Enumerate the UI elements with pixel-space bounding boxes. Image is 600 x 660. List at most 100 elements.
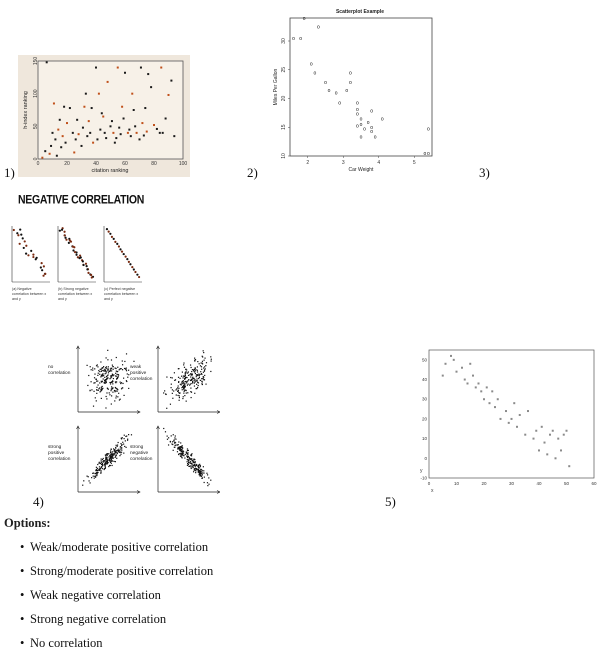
svg-text:o: o (370, 129, 373, 135)
svg-text:Miles Per Gallon: Miles Per Gallon (273, 68, 279, 105)
svg-text:o: o (381, 117, 384, 123)
svg-text:3: 3 (342, 160, 345, 166)
svg-text:o: o (360, 135, 363, 141)
svg-text:Car Weight: Car Weight (349, 167, 375, 173)
svg-text:o: o (317, 25, 320, 31)
svg-text:correlation: correlation (130, 376, 153, 382)
svg-text:weak: weak (130, 364, 142, 370)
svg-text:o: o (427, 126, 430, 132)
svg-text:o: o (370, 125, 373, 131)
svg-text:10: 10 (281, 153, 287, 159)
svg-text:o: o (335, 90, 338, 96)
svg-text:correlation: correlation (48, 370, 71, 376)
svg-text:5: 5 (413, 160, 416, 166)
svg-text:strong: strong (48, 444, 62, 450)
svg-text:o: o (328, 88, 331, 94)
figure-1-label: 1) (4, 165, 15, 180)
svg-text:o: o (313, 71, 316, 77)
svg-text:o: o (367, 120, 370, 126)
svg-text:0: 0 (428, 481, 431, 486)
svg-text:o: o (424, 151, 427, 157)
svg-text:o: o (427, 151, 430, 157)
svg-text:positive: positive (130, 370, 147, 376)
svg-text:Scatterplot Example: Scatterplot Example (336, 9, 384, 15)
svg-text:100: 100 (179, 161, 188, 167)
options-list: • Weak/moderate positive correlation • Str… (20, 540, 213, 660)
svg-text:40: 40 (422, 377, 428, 382)
svg-text:15: 15 (281, 124, 287, 130)
svg-text:x: x (431, 488, 434, 494)
option-item: • No correlation (20, 636, 103, 650)
svg-text:20: 20 (422, 416, 428, 421)
svg-text:o: o (356, 107, 359, 113)
svg-text:0: 0 (424, 456, 427, 461)
negative-correlation-title: NEGATIVE CORRELATION (18, 193, 145, 207)
option-item: • Weak/moderate positive correlation (20, 540, 209, 554)
svg-text:o: o (299, 36, 302, 42)
bullet-icon: • (20, 564, 25, 578)
svg-text:(b) Strong negative: (b) Strong negative (58, 287, 89, 291)
svg-text:4: 4 (377, 160, 380, 166)
bullet-icon: • (20, 588, 25, 602)
svg-text:h-index ranking: h-index ranking (23, 91, 29, 129)
svg-text:30: 30 (509, 481, 515, 486)
figure-3-label: 3) (479, 165, 490, 180)
bullet-icon: • (20, 636, 25, 650)
svg-text:(a) Negative: (a) Negative (12, 287, 32, 291)
figure-5: 0 10 20 30 40 50 60 -10 0 10 20 30 40 50 y x (415, 346, 600, 496)
svg-text:o: o (370, 109, 373, 115)
svg-text:2: 2 (306, 160, 309, 166)
svg-text:strong: strong (130, 444, 144, 450)
svg-text:60: 60 (591, 481, 597, 486)
svg-text:o: o (338, 101, 341, 107)
svg-text:100: 100 (33, 89, 39, 98)
svg-text:correlation between x: correlation between x (12, 292, 46, 296)
svg-text:negative: negative (130, 450, 148, 456)
svg-text:and y: and y (12, 297, 21, 301)
svg-text:correlation: correlation (48, 456, 71, 462)
options-title: Options: (4, 516, 51, 530)
svg-text:o: o (349, 71, 352, 77)
svg-text:o: o (356, 112, 359, 118)
negative-correlation-figure: (a) Negative correlation between x and y (b… (8, 222, 148, 312)
figure-1: 0 20 40 60 80 100 0 50 100 150 citation ranking h… (18, 55, 190, 177)
svg-text:correlation between x: correlation between x (58, 292, 92, 296)
svg-text:no: no (48, 365, 54, 370)
svg-text:o: o (360, 122, 363, 128)
svg-text:o: o (356, 124, 359, 130)
figure-5-label: 5) (385, 494, 396, 509)
scatter-plot-1: 0 20 40 60 80 100 0 50 100 150 citation ranking h… (18, 55, 190, 177)
bullet-icon: • (20, 540, 25, 554)
svg-text:correlation between x: correlation between x (104, 292, 138, 296)
svg-text:25: 25 (281, 67, 287, 73)
svg-text:positive: positive (48, 450, 65, 456)
svg-text:150: 150 (33, 57, 39, 66)
svg-text:60: 60 (122, 161, 128, 167)
svg-text:50: 50 (422, 357, 428, 362)
svg-text:20: 20 (281, 96, 287, 102)
svg-text:citation ranking: citation ranking (92, 168, 129, 174)
svg-text:and y: and y (104, 297, 113, 301)
svg-text:40: 40 (536, 481, 542, 486)
option-item: • Strong/moderate positive correlation (20, 564, 214, 578)
svg-text:40: 40 (93, 161, 99, 167)
svg-text:0: 0 (37, 161, 40, 167)
svg-text:and y: and y (58, 297, 67, 301)
svg-text:o: o (303, 16, 306, 22)
svg-text:30: 30 (422, 397, 428, 402)
svg-text:10: 10 (454, 481, 460, 486)
correlation-types-grid: nocorrelationweakpositivecorrelationstro… (48, 345, 221, 494)
svg-text:o: o (363, 126, 366, 132)
svg-text:o: o (345, 88, 348, 94)
svg-text:correlation: correlation (130, 456, 153, 462)
svg-text:o: o (349, 80, 352, 86)
svg-text:80: 80 (151, 161, 157, 167)
svg-text:o: o (292, 36, 295, 42)
svg-text:50: 50 (33, 123, 39, 129)
svg-text:30: 30 (281, 38, 287, 44)
figure-2-label: 2) (247, 165, 258, 180)
